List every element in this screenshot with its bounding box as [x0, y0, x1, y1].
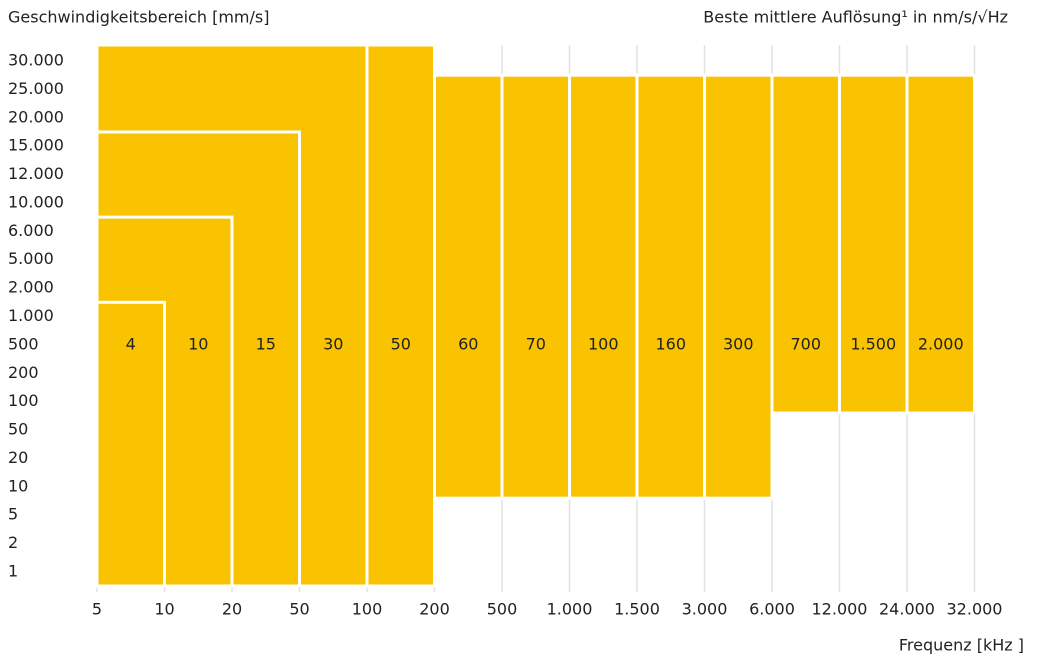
- x-tick-label: 3.000: [682, 600, 728, 619]
- x-tick-label: 1.000: [547, 600, 593, 619]
- value-label: 70: [526, 334, 546, 353]
- y-tick-label: 20.000: [8, 107, 64, 126]
- y-tick-label: 5.000: [8, 249, 54, 268]
- y-tick-label: 2.000: [8, 278, 54, 297]
- y-tick-label: 2: [8, 533, 18, 552]
- x-tick-label: 5: [92, 600, 102, 619]
- x-tick-label: 10: [154, 600, 174, 619]
- value-label: 700: [790, 334, 821, 353]
- bar: [568, 73, 639, 500]
- y-tick-label: 5: [8, 505, 18, 524]
- bar: [433, 73, 504, 500]
- x-tick-label: 1.500: [614, 600, 660, 619]
- y-tick-label: 1: [8, 562, 18, 581]
- value-label: 50: [391, 334, 411, 353]
- x-tick-label: 100: [352, 600, 383, 619]
- value-label: 160: [655, 334, 686, 353]
- value-label: 100: [588, 334, 619, 353]
- value-title: Beste mittlere Auflösung¹ in nm/s/√Hz: [703, 8, 1008, 27]
- bar: [770, 73, 841, 415]
- y-tick-label: 12.000: [8, 164, 64, 183]
- value-label: 15: [256, 334, 276, 353]
- bar: [703, 73, 774, 500]
- y-tick-label: 30.000: [8, 51, 64, 70]
- bar: [500, 73, 571, 500]
- x-tick-label: 50: [289, 600, 309, 619]
- x-tick-label: 6.000: [749, 600, 795, 619]
- y-tick-label: 500: [8, 334, 39, 353]
- y-tick-label: 20: [8, 448, 28, 467]
- x-tick-label: 20: [222, 600, 242, 619]
- x-axis-title: Frequenz [kHz ]: [899, 636, 1024, 655]
- y-tick-label: 200: [8, 363, 39, 382]
- x-tick-label: 500: [487, 600, 518, 619]
- bar: [365, 43, 436, 588]
- value-label: 2.000: [918, 334, 964, 353]
- value-label: 10: [188, 334, 208, 353]
- x-tick-label: 24.000: [879, 600, 935, 619]
- bar: [838, 73, 909, 415]
- bar: [635, 73, 706, 500]
- x-tick-label: 32.000: [947, 600, 1003, 619]
- x-tick-label: 200: [419, 600, 450, 619]
- y-tick-label: 10: [8, 476, 28, 495]
- y-tick-label: 25.000: [8, 79, 64, 98]
- value-label: 30: [323, 334, 343, 353]
- value-label: 60: [458, 334, 478, 353]
- x-tick-label: 12.000: [812, 600, 868, 619]
- value-label: 300: [723, 334, 754, 353]
- y-tick-label: 1.000: [8, 306, 54, 325]
- value-label: 4: [126, 334, 136, 353]
- y-tick-label: 6.000: [8, 221, 54, 240]
- y-tick-label: 100: [8, 391, 39, 410]
- y-tick-label: 10.000: [8, 192, 64, 211]
- bar: [905, 73, 976, 415]
- value-label: 1.500: [850, 334, 896, 353]
- y-tick-label: 50: [8, 420, 28, 439]
- bar: [95, 300, 166, 588]
- y-tick-label: 15.000: [8, 136, 64, 155]
- y-axis-title: Geschwindigkeitsbereich [mm/s]: [8, 8, 269, 27]
